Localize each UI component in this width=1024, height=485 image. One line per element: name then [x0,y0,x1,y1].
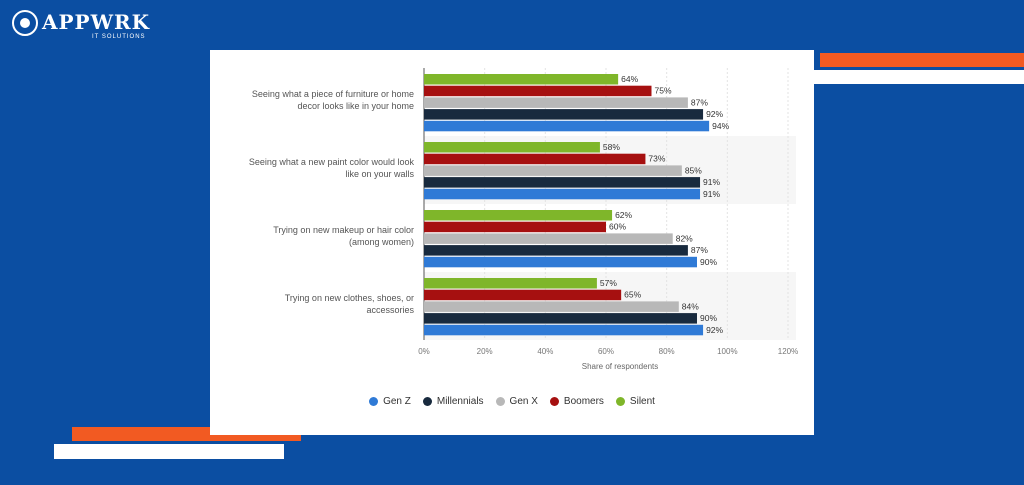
bar-silent [424,210,613,221]
category-label: Seeing what a new paint color would look… [236,156,414,180]
bar-gen-z [424,256,697,268]
x-tick-label: 60% [598,347,614,356]
category-label-line: (among women) [348,237,414,247]
bar-millennials [424,109,704,120]
data-label: 87% [691,245,708,255]
x-tick-label: 120% [778,347,798,356]
bar-gen-x [424,165,682,176]
data-label: 90% [700,257,717,267]
legend-swatch-icon [369,397,379,406]
category-label: Seeing what a piece of furniture or home… [236,88,414,112]
brand-subtitle: IT SOLUTIONS [92,34,146,40]
legend-item-silent[interactable]: Silent [615,396,655,407]
chart-card: 0% 20% 40% 60% 80% 100% 120% 64% 75% 87% 92% 94% 58%… [210,50,814,435]
data-label: 94% [712,121,729,131]
data-label: 57% [600,278,617,288]
data-label: 58% [603,142,620,152]
chart-legend: Gen Z Millennials Gen X Boomers Silent [210,396,814,407]
legend-swatch-icon [495,397,505,406]
bar-boomers [424,289,622,301]
data-label: 82% [676,233,693,243]
category-label: Trying on new makeup or hair color (among… [236,224,414,248]
data-label: 75% [655,86,672,96]
decor-stripe-white-left [54,444,284,459]
data-label: 92% [706,325,723,335]
x-axis-label: Share of respondents [581,362,659,371]
legend-label: Gen Z [383,396,411,407]
legend-swatch-icon [549,397,559,406]
data-label: 62% [615,210,632,220]
category-label-line: Seeing what a new paint color would look [248,157,414,167]
legend-item-millennials[interactable]: Millennials [422,396,484,407]
legend-item-boomers[interactable]: Boomers [549,396,604,407]
bar-gen-x [424,233,673,244]
bar-millennials [424,313,697,324]
data-label: 65% [624,290,641,300]
bar-boomers [424,221,606,233]
brand-logo[interactable]: APPWRK IT SOLUTIONS [12,8,152,42]
x-tick-label: 40% [537,347,553,356]
x-tick-label: 0% [418,347,430,356]
legend-label: Millennials [436,396,484,407]
bar-millennials [424,177,701,188]
data-label: 85% [685,165,702,175]
data-label: 87% [691,97,708,107]
data-label: 92% [706,109,723,119]
bar-silent [424,74,619,85]
bar-gen-x [424,301,679,312]
bar-silent [424,142,600,153]
brand-name: APPWRK [42,10,151,34]
category-label-line: Seeing what a piece of furniture or home [251,89,414,99]
bar-boomers [424,153,646,165]
brand-mark-icon [12,10,38,36]
bar-chart: 0% 20% 40% 60% 80% 100% 120% 64% 75% 87% 92% 94% 58%… [418,68,798,356]
data-label: 90% [700,313,717,323]
category-label-line: Trying on new makeup or hair color [273,225,414,235]
data-label: 91% [703,189,720,199]
x-tick-label: 80% [659,347,675,356]
decor-stripe-white-right [814,70,1024,84]
category-label: Trying on new clothes, shoes, or accessor… [236,292,414,316]
category-label-line: like on your walls [345,169,414,179]
bar-millennials [424,245,688,256]
bar-gen-z [424,324,704,336]
bar-boomers [424,85,652,97]
bar-gen-x [424,97,688,108]
decor-stripe-orange-right [820,53,1024,67]
legend-label: Gen X [509,396,538,407]
bar-gen-z [424,188,701,200]
category-label-line: Trying on new clothes, shoes, or [284,293,414,303]
x-tick-label: 100% [717,347,737,356]
legend-label: Boomers [563,396,604,407]
x-tick-label: 20% [477,347,493,356]
data-label: 84% [682,301,699,311]
category-label-line: decor looks like in your home [297,101,414,111]
legend-item-gen-x[interactable]: Gen X [495,396,538,407]
data-label: 91% [703,177,720,187]
legend-item-gen-z[interactable]: Gen Z [369,396,411,407]
data-label: 60% [609,222,626,232]
data-label: 64% [621,74,638,84]
category-label-line: accessories [366,305,414,315]
data-label: 73% [648,154,665,164]
legend-label: Silent [629,396,655,407]
legend-swatch-icon [615,397,625,406]
bar-silent [424,278,597,289]
bar-gen-z [424,120,710,132]
legend-swatch-icon [422,397,432,406]
